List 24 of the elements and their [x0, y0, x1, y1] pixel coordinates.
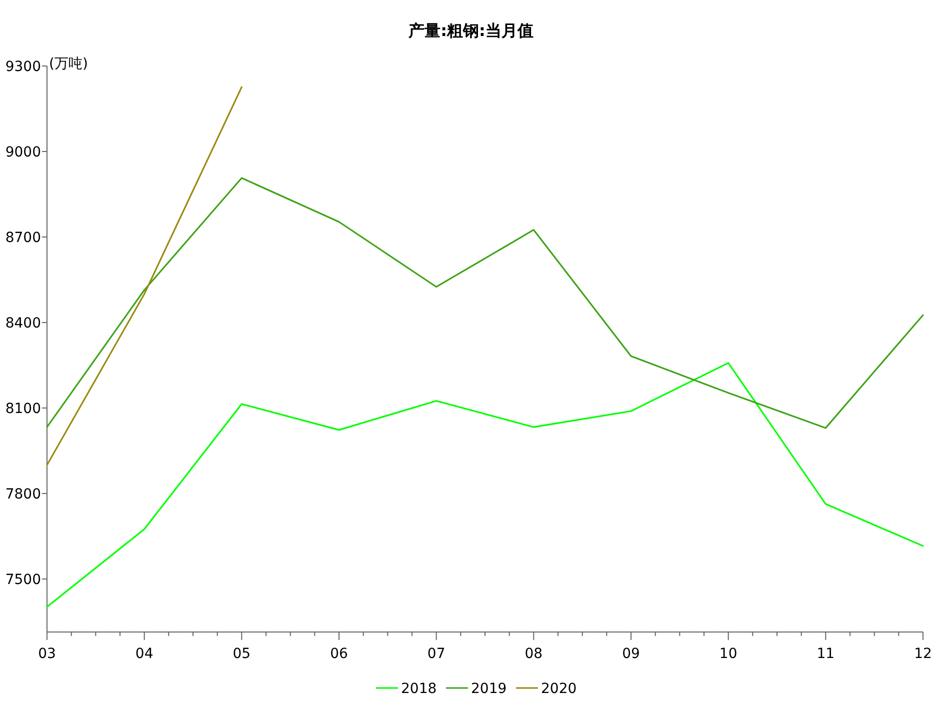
line-series [46, 177, 924, 429]
y-tick-label: 9300 [5, 59, 41, 75]
y-tick-label: 8400 [5, 315, 41, 332]
x-tick-label: 03 [38, 646, 56, 662]
chart-title: 产量:粗钢:当月值 [408, 21, 534, 40]
x-tick-label: 08 [524, 646, 543, 662]
legend-label: 2019 [471, 681, 507, 697]
x-tick-label: 04 [135, 646, 154, 662]
y-tick-label: 7800 [5, 486, 41, 502]
x-tick-label: 10 [719, 646, 738, 662]
x-tick-label: 11 [816, 646, 835, 662]
line-series [46, 362, 924, 608]
x-tick-label: 05 [232, 646, 251, 662]
y-tick-label: 9000 [5, 144, 41, 160]
legend-label: 2018 [401, 681, 437, 697]
y-tick-label: 7500 [5, 572, 41, 588]
x-tick-label: 09 [622, 646, 640, 662]
y-tick-label: 8100 [5, 400, 41, 417]
y-axis-title: (万吨) [49, 56, 88, 72]
x-tick-label: 06 [330, 646, 348, 662]
legend-label: 2020 [541, 681, 577, 697]
x-tick-label: 07 [427, 646, 446, 662]
y-tick-label: 8700 [5, 230, 41, 246]
x-tick-label: 12 [914, 646, 932, 662]
